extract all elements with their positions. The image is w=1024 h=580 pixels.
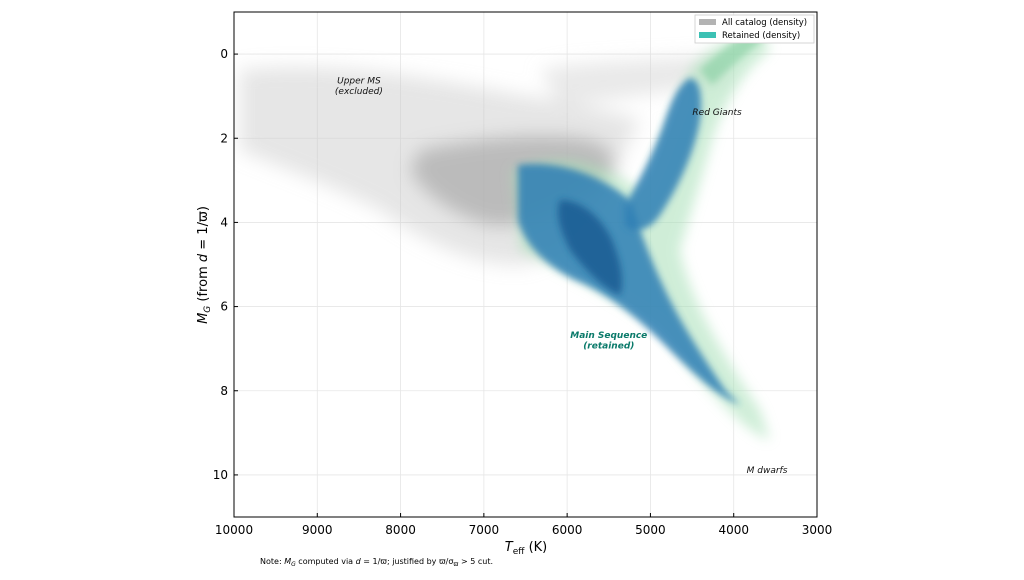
density-layers xyxy=(240,25,770,440)
annotation-upper-ms: Upper MS xyxy=(337,77,381,87)
y-tick-label: 8 xyxy=(220,384,228,398)
plot-frame xyxy=(233,11,818,518)
x-axis-ticks: 10000 9000 8000 7000 6000 5000 4000 3000 xyxy=(215,513,832,537)
y-tick-label: 0 xyxy=(220,47,228,61)
x-axis-label: Teff (K) xyxy=(505,540,548,557)
retained-main-sequence-peak xyxy=(558,200,623,295)
x-tick-label: 5000 xyxy=(635,523,666,537)
y-axis-ticks: 0 2 4 6 8 10 xyxy=(213,47,238,482)
x-tick-label: 10000 xyxy=(215,523,253,537)
legend-swatch-retained xyxy=(699,32,716,38)
annotation-m-dwarfs: M dwarfs xyxy=(747,466,788,476)
retained-giant-branch-core xyxy=(625,78,702,231)
legend-label-all-catalog: All catalog (density) xyxy=(722,18,807,28)
y-tick-label: 2 xyxy=(220,131,228,145)
legend: All catalog (density) Retained (density) xyxy=(694,14,815,44)
all-catalog-density-upper-branch xyxy=(540,55,730,105)
y-tick-label: 10 xyxy=(213,468,228,482)
legend-swatch-all-catalog xyxy=(699,19,716,25)
annotation-main-sequence: Main Sequence xyxy=(570,331,647,341)
annotation-red-giants: Red Giants xyxy=(692,108,742,118)
annotation-retained: (retained) xyxy=(583,342,634,352)
x-tick-label: 6000 xyxy=(552,523,583,537)
legend-label-retained: Retained (density) xyxy=(722,31,800,41)
annotations: Upper MS(excluded) Red Giants Main Sequenc… xyxy=(335,77,788,476)
x-tick-label: 8000 xyxy=(385,523,416,537)
x-tick-label: 3000 xyxy=(802,523,833,537)
x-tick-label: 4000 xyxy=(718,523,749,537)
y-tick-label: 6 xyxy=(220,300,228,314)
y-tick-label: 4 xyxy=(220,215,228,229)
y-axis-label: MG (from d = 1/ϖ) xyxy=(196,206,213,324)
annotation-excluded: (excluded) xyxy=(335,87,383,97)
footnote: Note: MG computed via d = 1/ϖ; justified… xyxy=(260,557,493,568)
x-tick-label: 7000 xyxy=(469,523,500,537)
x-tick-label: 9000 xyxy=(302,523,333,537)
